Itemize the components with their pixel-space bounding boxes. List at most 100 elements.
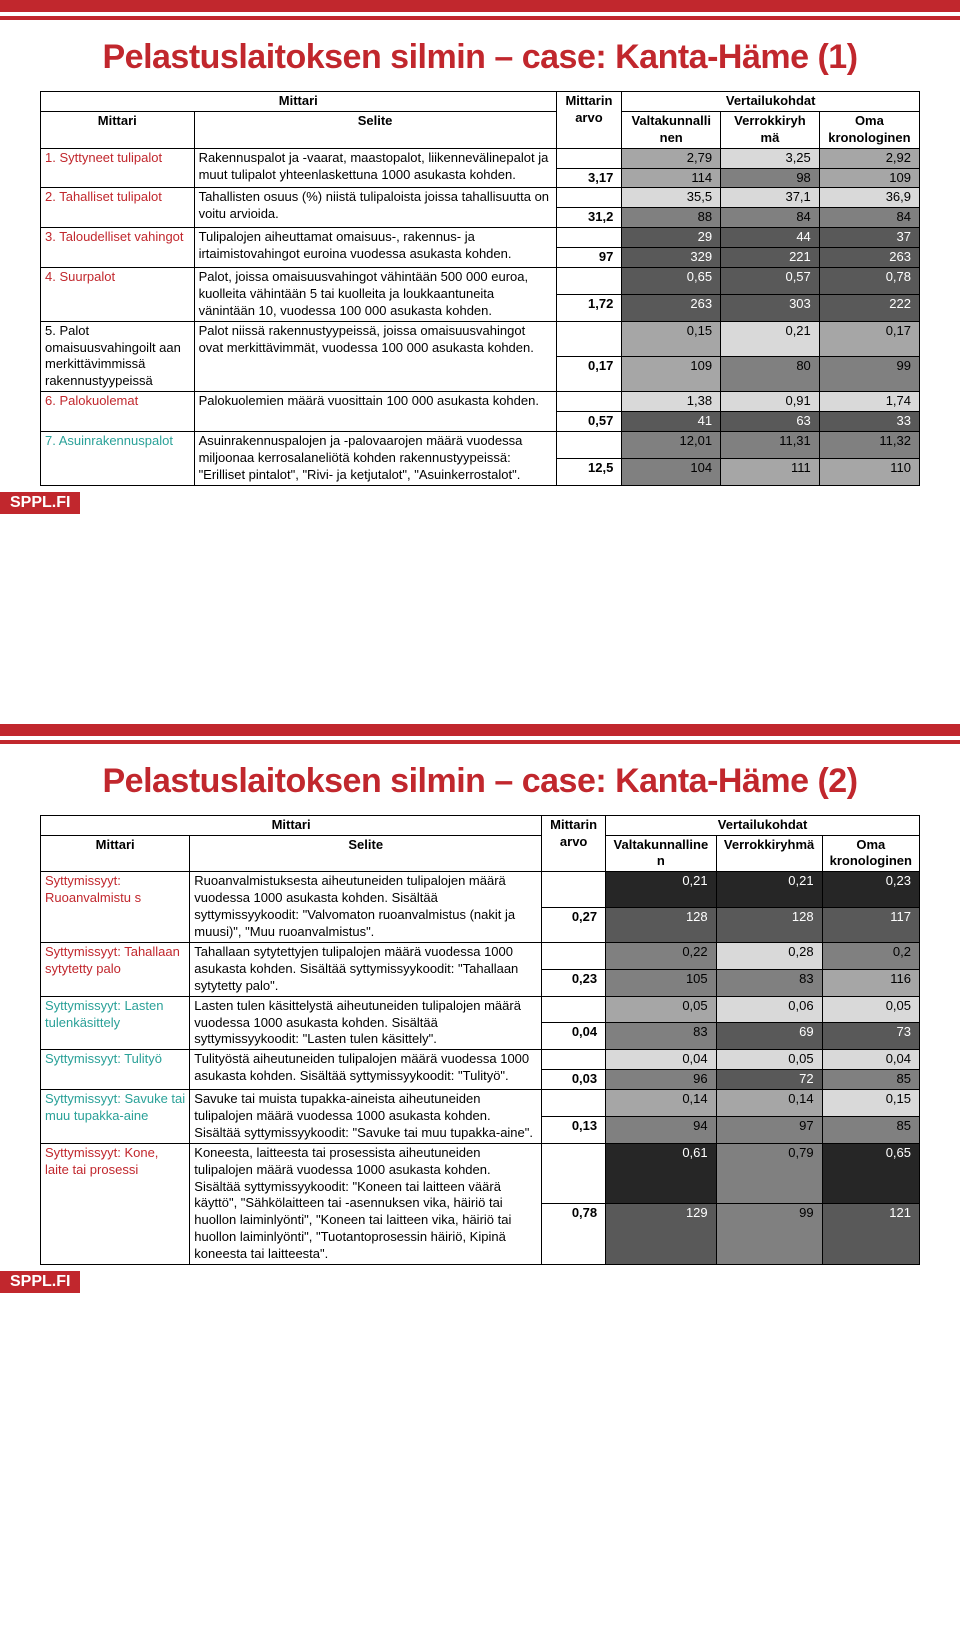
- cell-v2-bot: 98: [721, 168, 820, 188]
- cell-v3-bot: 116: [822, 969, 919, 996]
- col-mittari: Mittari: [41, 111, 195, 148]
- cell-v3-bot: 222: [819, 294, 919, 321]
- cell-arvo-top: [556, 321, 622, 356]
- col-v1-l2: nen: [660, 130, 683, 145]
- cell-v1-top: 29: [622, 228, 721, 248]
- group-mittari: Mittari: [41, 815, 542, 835]
- row-description: Palokuolemien määrä vuosittain 100 000 a…: [194, 392, 556, 432]
- cell-v3-bot: 110: [819, 458, 919, 485]
- cell-arvo: 0,27: [542, 907, 606, 942]
- cell-v2-bot: 221: [721, 248, 820, 268]
- cell-v1-bot: 329: [622, 248, 721, 268]
- col-mittari: Mittari: [41, 835, 190, 872]
- col-v2: Verrokkiryhmä: [716, 835, 822, 872]
- row-label: 7. Asuinrakennuspalot: [41, 432, 195, 486]
- table-header: Mittari Mittarin arvo Vertailukohdat Mit…: [41, 815, 920, 872]
- col-v1: Valtakunnalli nen: [622, 111, 721, 148]
- cell-v1-bot: 263: [622, 294, 721, 321]
- slide-title: Pelastuslaitoksen silmin – case: Kanta-H…: [40, 762, 920, 801]
- cell-v1-top: 0,22: [606, 942, 717, 969]
- cell-v3-bot: 85: [822, 1070, 919, 1090]
- col-selite: Selite: [194, 111, 556, 148]
- cell-arvo: 0,57: [556, 412, 622, 432]
- col-v3-l2: kronologinen: [830, 853, 912, 868]
- cell-arvo: 31,2: [556, 208, 622, 228]
- cell-arvo: 0,04: [542, 1023, 606, 1050]
- col-v1-l1: Valtakunnalline: [614, 837, 709, 852]
- cell-arvo-top: [542, 872, 606, 907]
- row-label: Syttymissyyt: Kone, laite tai prosessi: [41, 1143, 190, 1264]
- table-row: 2. Tahalliset tulipalotTahallisten osuus…: [41, 188, 920, 208]
- cell-arvo: 97: [556, 248, 622, 268]
- cell-v1-top: 1,38: [622, 392, 721, 412]
- slide-title: Pelastuslaitoksen silmin – case: Kanta-H…: [40, 38, 920, 77]
- cell-v2-bot: 80: [721, 356, 820, 391]
- row-label: 5. Palot omaisuusvahingoilt aan merkittä…: [41, 321, 195, 392]
- slide-1: Pelastuslaitoksen silmin – case: Kanta-H…: [0, 0, 960, 524]
- cell-v1-bot: 104: [622, 458, 721, 485]
- cell-v3-bot: 121: [822, 1204, 919, 1265]
- cell-v3-bot: 84: [819, 208, 919, 228]
- cell-arvo-top: [542, 1090, 606, 1117]
- row-label: Syttymissyyt: Tulityö: [41, 1050, 190, 1090]
- cell-v2-bot: 303: [721, 294, 820, 321]
- row-description: Savuke tai muista tupakka-aineista aiheu…: [190, 1090, 542, 1144]
- footer-logo: SPPL.FI: [0, 492, 80, 514]
- cell-v1-bot: 41: [622, 412, 721, 432]
- cell-arvo-top: [542, 1143, 606, 1204]
- cell-arvo: 3,17: [556, 168, 622, 188]
- row-label: Syttymissyyt: Ruoanvalmistu s: [41, 872, 190, 943]
- col-v3-l1: Oma: [856, 837, 885, 852]
- cell-v3-top: 36,9: [819, 188, 919, 208]
- cell-v2-top: 11,31: [721, 432, 820, 459]
- cell-arvo-top: [542, 996, 606, 1023]
- col-arvo-l1: Mittarin: [565, 93, 612, 108]
- cell-v2-top: 0,57: [721, 268, 820, 295]
- divider: [0, 16, 960, 20]
- cell-arvo-top: [542, 942, 606, 969]
- cell-arvo: 0,03: [542, 1070, 606, 1090]
- cell-arvo-top: [556, 268, 622, 295]
- cell-v1-top: 0,04: [606, 1050, 717, 1070]
- table-row: 5. Palot omaisuusvahingoilt aan merkittä…: [41, 321, 920, 356]
- row-description: Rakennuspalot ja -vaarat, maastopalot, l…: [194, 148, 556, 188]
- cell-v1-top: 0,14: [606, 1090, 717, 1117]
- col-arvo: Mittarin arvo: [542, 815, 606, 872]
- cell-arvo-top: [556, 188, 622, 208]
- cell-v1-bot: 83: [606, 1023, 717, 1050]
- cell-arvo-top: [556, 228, 622, 248]
- row-label: 6. Palokuolemat: [41, 392, 195, 432]
- cell-v1-bot: 114: [622, 168, 721, 188]
- cell-v1-top: 0,21: [606, 872, 717, 907]
- table-body: 1. Syttyneet tulipalotRakennuspalot ja -…: [41, 148, 920, 485]
- table-body: Syttymissyyt: Ruoanvalmistu sRuoanvalmis…: [41, 872, 920, 1265]
- col-v3: Oma kronologinen: [822, 835, 919, 872]
- cell-v2-top: 37,1: [721, 188, 820, 208]
- cell-v2-top: 0,28: [716, 942, 822, 969]
- cell-v2-bot: 72: [716, 1070, 822, 1090]
- cell-v3-top: 0,04: [822, 1050, 919, 1070]
- col-v1-l1: Valtakunnalli: [631, 113, 710, 128]
- cell-v3-bot: 85: [822, 1116, 919, 1143]
- cell-v3-top: 1,74: [819, 392, 919, 412]
- row-label: Syttymissyyt: Tahallaan sytytetty palo: [41, 942, 190, 996]
- cell-v3-top: 2,92: [819, 148, 919, 168]
- cell-v2-bot: 99: [716, 1204, 822, 1265]
- cell-v1-top: 0,65: [622, 268, 721, 295]
- row-description: Asuinrakennuspalojen ja -palovaarojen mä…: [194, 432, 556, 486]
- group-mittari: Mittari: [41, 92, 557, 112]
- cell-v3-bot: 33: [819, 412, 919, 432]
- cell-v1-top: 0,61: [606, 1143, 717, 1204]
- cell-v3-top: 0,23: [822, 872, 919, 907]
- row-description: Tulipalojen aiheuttamat omaisuus-, raken…: [194, 228, 556, 268]
- cell-v2-top: 3,25: [721, 148, 820, 168]
- cell-v2-top: 0,91: [721, 392, 820, 412]
- table-row: Syttymissyyt: Kone, laite tai prosessiKo…: [41, 1143, 920, 1204]
- row-label: Syttymissyyt: Lasten tulenkäsittely: [41, 996, 190, 1050]
- cell-v1-top: 2,79: [622, 148, 721, 168]
- table-header: Mittari Mittarin arvo Vertailukohdat Mit…: [41, 92, 920, 149]
- col-v3: Oma kronologinen: [819, 111, 919, 148]
- cell-v2-top: 0,14: [716, 1090, 822, 1117]
- cell-v3-top: 0,15: [822, 1090, 919, 1117]
- cell-v2-bot: 97: [716, 1116, 822, 1143]
